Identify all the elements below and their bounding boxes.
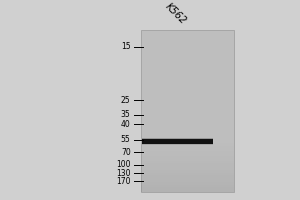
Text: 70: 70 [121,148,130,157]
Bar [141,153,234,156]
Text: 55: 55 [121,135,130,144]
Bar [141,180,234,182]
Bar [141,168,234,170]
Bar [141,178,234,180]
Bar [141,173,234,175]
Bar [142,142,213,143]
Bar [141,146,234,148]
Bar [141,165,234,168]
Bar [141,151,234,153]
Bar [142,141,213,142]
Bar [141,185,234,187]
Bar [141,161,234,163]
Text: K562: K562 [164,1,188,26]
Bar [141,163,234,165]
Text: 170: 170 [116,177,130,186]
Bar [142,139,213,140]
Text: 25: 25 [121,96,130,105]
Text: 40: 40 [121,120,130,129]
Bar [142,144,213,145]
Bar [142,139,213,144]
Bar [141,175,234,178]
Bar [141,143,234,146]
Bar [141,30,234,192]
Bar [141,156,234,158]
Text: 100: 100 [116,160,130,169]
Bar [142,140,213,141]
Text: 130: 130 [116,169,130,178]
Text: 35: 35 [121,110,130,119]
Bar [141,158,234,161]
Text: 15: 15 [121,42,130,51]
Bar [142,143,213,144]
Bar [141,187,234,190]
Bar [141,170,234,173]
Bar [141,148,234,151]
Bar [142,138,213,139]
Bar [141,190,234,192]
Bar [141,182,234,185]
